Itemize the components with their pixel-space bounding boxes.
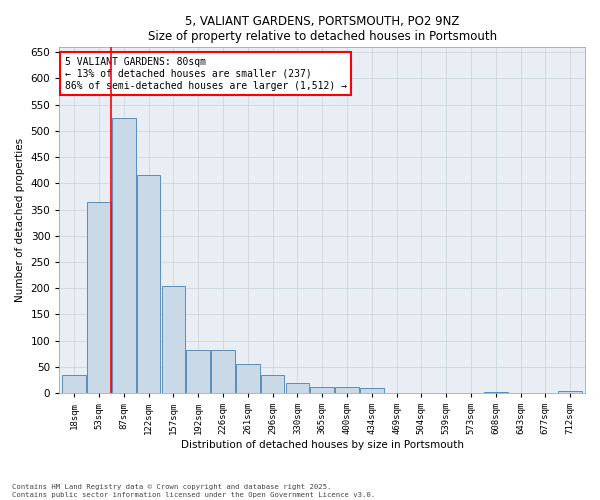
Bar (211, 350, 235, 393)
Bar (360, 388, 383, 393)
X-axis label: Distribution of detached houses by size in Portsmouth: Distribution of detached houses by size … (181, 440, 464, 450)
Bar (161, 286, 185, 393)
Bar (112, 118, 136, 393)
Bar (559, 390, 582, 393)
Bar (187, 350, 210, 393)
Bar (335, 387, 359, 393)
Bar (236, 364, 260, 393)
Bar (87, 202, 111, 393)
Text: 5 VALIANT GARDENS: 80sqm
← 13% of detached houses are smaller (237)
86% of semi-: 5 VALIANT GARDENS: 80sqm ← 13% of detach… (65, 58, 347, 90)
Title: 5, VALIANT GARDENS, PORTSMOUTH, PO2 9NZ
Size of property relative to detached ho: 5, VALIANT GARDENS, PORTSMOUTH, PO2 9NZ … (148, 15, 497, 43)
Bar (310, 387, 334, 393)
Bar (137, 176, 160, 393)
Y-axis label: Number of detached properties: Number of detached properties (15, 138, 25, 302)
Bar (484, 392, 508, 393)
Bar (261, 375, 284, 393)
Bar (286, 382, 309, 393)
Text: Contains HM Land Registry data © Crown copyright and database right 2025.
Contai: Contains HM Land Registry data © Crown c… (12, 484, 375, 498)
Bar (62, 375, 86, 393)
